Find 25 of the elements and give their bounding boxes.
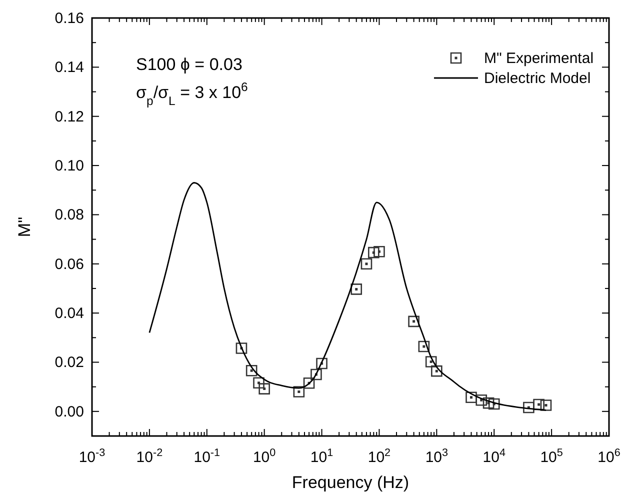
x-tick-label: 10$^{2}$ (368, 447, 391, 466)
x-tick-label: 10$^{0}$ (252, 447, 276, 466)
x-tick-label: 10$^{-2}$ (136, 447, 163, 466)
y-tick-label: 0.04 (54, 305, 84, 322)
y-tick-label: 0.06 (54, 256, 84, 273)
y-tick-label: 0.16 (54, 10, 84, 27)
y-tick-label: 0.10 (54, 158, 84, 175)
legend-label: M" Experimental (484, 50, 594, 67)
y-axis-title: M" (15, 216, 34, 238)
x-tick-label: 10$^{-1}$ (194, 447, 220, 466)
x-tick-label: 10$^{4}$ (482, 447, 506, 466)
annotation: S100 ϕ = 0.03 (136, 55, 242, 74)
x-tick-label: 10$^{-3}$ (78, 447, 106, 466)
x-tick-label: 10$^{6}$ (598, 447, 620, 466)
y-tick-label: 0.08 (54, 206, 84, 224)
y-tick-label: 0.12 (54, 108, 84, 126)
x-tick-label: 10$^{3}$ (425, 447, 448, 466)
annotation: σ$_{p}$/σ$_{L}$ = 3 x 10$^{6}$ (136, 80, 248, 108)
y-tick-label: 0.02 (54, 354, 84, 372)
x-tick-label: 10$^{5}$ (540, 447, 563, 466)
x-axis-title: Frequency (Hz) (292, 473, 410, 492)
x-tick-label: 10$^{1}$ (310, 447, 334, 466)
y-tick-label: 0.14 (54, 59, 84, 76)
y-tick-label: 0.00 (54, 403, 84, 420)
legend-label: Dielectric Model (484, 70, 591, 87)
